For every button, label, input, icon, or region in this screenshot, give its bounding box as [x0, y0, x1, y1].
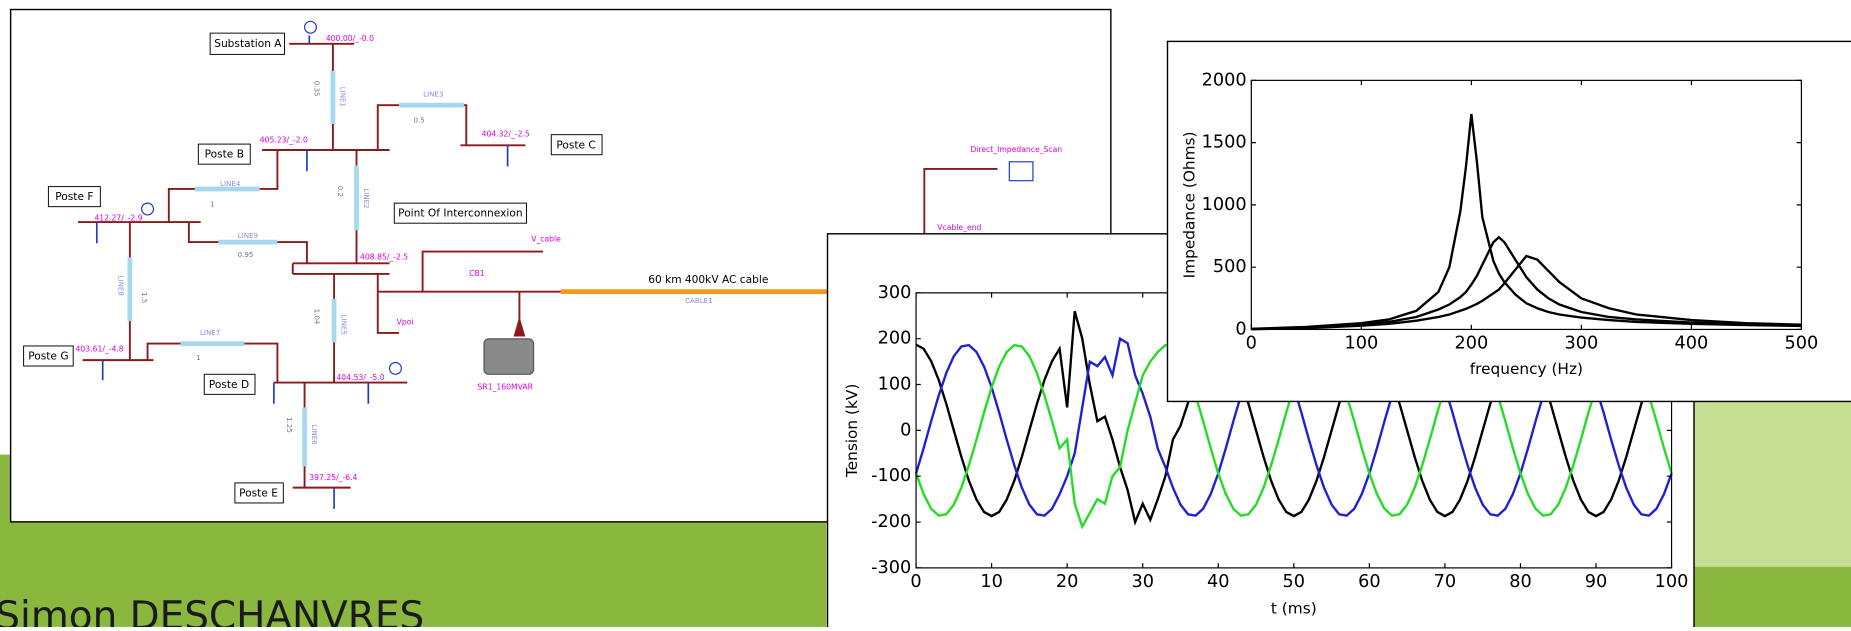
presenter: Simon DESCHANVRES — [0, 594, 424, 627]
probe-label: V_cable — [531, 235, 561, 244]
station-label: Poste B — [205, 148, 244, 161]
x-tick-label: 80 — [1509, 572, 1532, 592]
line-name: LINE4 — [220, 179, 241, 188]
x-tick-label: 500 — [1785, 334, 1819, 354]
y-tick-label: 300 — [878, 283, 912, 303]
x-tick-label: 100 — [1655, 572, 1689, 592]
y-tick-label: -100 — [871, 466, 911, 486]
y-tick-label: 200 — [878, 329, 912, 349]
station-label: Point Of Interconnexion — [398, 207, 522, 220]
x-axis-title: frequency (Hz) — [1470, 360, 1583, 378]
line-length: 0.5 — [413, 115, 424, 124]
cable-label: 60 km 400kV AC cable — [648, 273, 768, 286]
x-tick-label: 90 — [1585, 572, 1608, 592]
x-tick-label: 20 — [1056, 572, 1079, 592]
line-name: LINE1 — [338, 87, 347, 107]
y-tick-label: -300 — [871, 558, 911, 578]
line-name: LINE3 — [423, 90, 443, 99]
line-length: 0.95 — [238, 250, 254, 259]
line-length: 0.2 — [336, 186, 345, 197]
x-tick-label: 0 — [910, 572, 921, 592]
bus-voltage: 403.61/_-4.8 — [76, 345, 124, 354]
line-name: LINE2 — [362, 188, 371, 208]
line-length: 1 — [196, 353, 201, 362]
station-label: Poste D — [209, 378, 249, 391]
bus-voltage: 408.85/_-2.5 — [360, 252, 408, 261]
page: Simon DESCHANVRES Substation A Poste B P… — [0, 0, 1851, 627]
x-tick-label: 10 — [980, 572, 1003, 592]
line-name: LINE5 — [340, 315, 349, 335]
x-tick-label: 40 — [1207, 572, 1230, 592]
y-tick-label: 100 — [878, 375, 912, 395]
x-tick-label: 200 — [1454, 334, 1488, 354]
green-light — [1694, 401, 1851, 566]
bus-voltage: 404.53/_-5.0 — [336, 373, 384, 382]
station-label: Poste G — [28, 350, 68, 363]
probe-label: Vpoi — [397, 317, 414, 326]
probe-label: Direct_Impedance_Scan — [970, 145, 1062, 154]
line-length: 1 — [210, 199, 215, 208]
x-tick-label: 30 — [1131, 572, 1154, 592]
x-tick-label: 60 — [1358, 572, 1381, 592]
y-axis-title: Tension (kV) — [843, 384, 861, 478]
green-dark — [1694, 567, 1851, 627]
line-length: 0.35 — [312, 81, 321, 97]
y-tick-label: 1000 — [1202, 195, 1247, 215]
slide: Simon DESCHANVRES Substation A Poste B P… — [0, 0, 1851, 627]
line-name: LINE6 — [310, 424, 319, 445]
probe-label: Vcable_end — [937, 223, 981, 232]
y-axis-title: Impedance (Ohms) — [1180, 131, 1198, 278]
line-length: 1.04 — [312, 309, 321, 325]
x-tick-label: 70 — [1434, 572, 1457, 592]
y-tick-label: 2000 — [1202, 70, 1247, 90]
y-tick-label: -200 — [871, 512, 911, 532]
station-label: Poste F — [55, 190, 93, 203]
x-tick-label: 100 — [1344, 334, 1378, 354]
x-tick-label: 300 — [1564, 334, 1598, 354]
reactor-label: SR1_160MVAR — [478, 382, 534, 391]
x-tick-label: 400 — [1675, 334, 1709, 354]
line-length: 1.5 — [140, 292, 149, 303]
station-label: Poste E — [239, 487, 278, 500]
bus-voltage: 400.00/_-0.0 — [326, 34, 374, 43]
station-label: Poste C — [556, 138, 596, 151]
line-name: LINE7 — [200, 328, 220, 337]
x-axis-title: t (ms) — [1271, 600, 1317, 618]
line-name: LINE8 — [116, 276, 125, 297]
cable-name: CABLE1 — [685, 296, 713, 305]
bus-voltage: 397.25/_-6.4 — [309, 473, 357, 482]
bus-voltage: 412.27/_-2.9 — [94, 213, 142, 222]
bus-voltage: 405.23/_-2.0 — [260, 136, 308, 145]
y-tick-label: 0 — [900, 420, 911, 440]
y-tick-label: 1500 — [1202, 133, 1247, 153]
x-tick-label: 50 — [1283, 572, 1306, 592]
bus-voltage: 404.32/_-2.5 — [482, 130, 530, 139]
station-label: Substation A — [214, 37, 282, 50]
y-tick-label: 500 — [1213, 257, 1247, 277]
line-name: LINE9 — [238, 231, 258, 240]
breaker-label: CB1 — [469, 269, 485, 278]
line-length: 1.25 — [285, 417, 294, 433]
x-tick-label: 0 — [1246, 334, 1257, 354]
